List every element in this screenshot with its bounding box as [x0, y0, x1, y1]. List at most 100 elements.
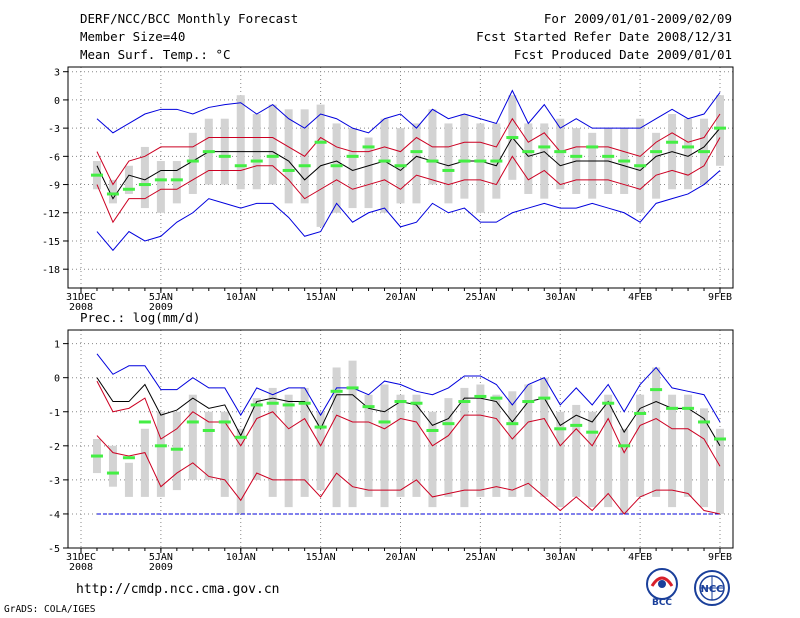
temp-observed-marker — [474, 159, 487, 163]
precip-ytick-label: 1 — [54, 340, 60, 351]
precip-xtick-label: 15JAN — [306, 552, 336, 563]
precip-observed-marker — [282, 403, 295, 407]
precip-ytick-label: 0 — [54, 374, 60, 385]
precip-observed-marker — [298, 401, 311, 405]
precip-spread-bar — [428, 411, 437, 508]
temp-spread-bar — [188, 132, 197, 194]
ncc-logo-text: NCC — [700, 584, 723, 595]
temp-spread-bar — [380, 118, 389, 213]
temp-observed-marker — [682, 145, 695, 149]
temp-spread-bar — [588, 132, 597, 199]
temp-observed-marker — [154, 178, 167, 182]
temp-observed-marker — [282, 168, 295, 172]
temp-observed-marker — [106, 192, 119, 196]
temp-observed-marker — [394, 164, 407, 168]
temp-observed-marker — [346, 154, 359, 158]
precip-spread-bar — [172, 411, 181, 491]
precip-spread-bar — [204, 411, 213, 480]
precip-spread-bar — [588, 411, 597, 508]
temp-observed-marker — [442, 168, 455, 172]
precip-xtick-label: 5JAN — [149, 552, 173, 563]
temp-ytick-label: -3 — [48, 124, 60, 135]
temp-xtick-label: 25JAN — [465, 292, 495, 303]
temp-ytick-label: -12 — [42, 209, 60, 220]
temp-red-lower-line — [96, 137, 721, 224]
temp-spread-bar — [108, 179, 117, 204]
precip-observed-marker — [122, 456, 135, 460]
precip-xtick-label: 31DEC — [66, 552, 96, 563]
temp-ensemble-mean-line — [96, 127, 721, 200]
precip-spread-bar — [540, 377, 549, 497]
precip-spread-bar — [380, 384, 389, 508]
forecast-period-label: For 2009/01/01-2009/02/09 — [543, 11, 732, 26]
temp-spread-bar — [268, 104, 277, 185]
temp-observed-marker — [250, 159, 263, 163]
fcst-started-label: Fcst Started Refer Date 2008/12/31 — [476, 29, 732, 44]
bcc-logo-text: BCC — [652, 598, 672, 608]
precip-xtick-label: 9FEB — [708, 552, 732, 563]
precip-ytick-label: -3 — [48, 476, 60, 487]
temp-observed-marker — [410, 150, 423, 154]
temp-observed-marker — [266, 154, 279, 158]
temp-xtick-label: 31DEC — [66, 292, 96, 303]
precip-observed-marker — [314, 425, 327, 429]
precip-spread-bar — [636, 394, 645, 497]
grads-credit: GrADS: COLA/IGES — [4, 604, 96, 615]
precip-observed-marker — [666, 406, 679, 410]
precip-spread-bar — [508, 391, 517, 497]
footer-url-link[interactable]: http://cmdp.ncc.cma.gov.cn — [76, 582, 280, 597]
temp-xtick-label: 20JAN — [385, 292, 415, 303]
precip-spread-bar — [268, 387, 277, 497]
precip-observed-marker — [522, 400, 535, 404]
temp-observed-marker — [378, 159, 391, 163]
temp-spread-bar — [284, 109, 293, 204]
temp-observed-marker — [458, 159, 471, 163]
precip-observed-marker — [426, 428, 439, 432]
temp-observed-marker — [330, 164, 343, 168]
precip-spread-bar — [348, 360, 357, 508]
precip-observed-marker — [602, 401, 615, 405]
precip-observed-marker — [330, 389, 343, 393]
temp-xtick-label: 15JAN — [306, 292, 336, 303]
temp-blue-lower-line — [96, 170, 721, 252]
precip-plot-frame — [67, 329, 734, 549]
precip-ytick-label: -5 — [48, 544, 60, 555]
precip-observed-marker — [362, 405, 375, 409]
temp-spread-bar — [348, 128, 357, 209]
temp-observed-marker — [634, 164, 647, 168]
precip-xtick-year: 2008 — [69, 562, 93, 573]
temp-xtick-year: 2009 — [149, 302, 173, 313]
temp-observed-marker — [314, 140, 327, 144]
temp-spread-bar — [156, 161, 165, 213]
precip-observed-marker — [650, 388, 663, 392]
temp-observed-marker — [650, 150, 663, 154]
temp-spread-bar — [444, 123, 453, 204]
temp-ytick-label: -15 — [42, 237, 60, 248]
temp-spread-bar — [716, 95, 724, 166]
precip-observed-marker — [154, 444, 167, 448]
precip-spread-bar — [572, 404, 581, 497]
bcc-logo: BCC — [646, 568, 678, 608]
temp-observed-marker — [90, 173, 103, 177]
temp-spread-bar — [412, 123, 421, 204]
temp-observed-marker — [522, 150, 535, 154]
temp-spread-bar — [140, 146, 149, 209]
temp-observed-marker — [506, 136, 519, 140]
temp-spread-bar — [124, 165, 133, 194]
temp-spread-bar — [476, 123, 485, 213]
precip-spread-bar — [412, 394, 421, 497]
temp-observed-marker — [186, 159, 199, 163]
precip-red-lower-line — [96, 435, 721, 515]
ncc-logo: NCC — [694, 570, 730, 606]
temp-observed-marker — [122, 187, 135, 191]
precip-observed-marker — [618, 444, 631, 448]
precip-spread-bar — [332, 367, 341, 508]
temp-observed-marker — [298, 164, 311, 168]
precip-spread-bar — [300, 387, 309, 497]
temp-spread-bar — [364, 137, 373, 209]
chart-main-title: DERF/NCC/BCC Monthly Forecast — [80, 11, 299, 26]
temp-ytick-label: 0 — [54, 96, 60, 107]
temp-ytick-label: -9 — [48, 181, 60, 192]
precip-observed-marker — [266, 401, 279, 405]
temp-observed-marker — [570, 154, 583, 158]
